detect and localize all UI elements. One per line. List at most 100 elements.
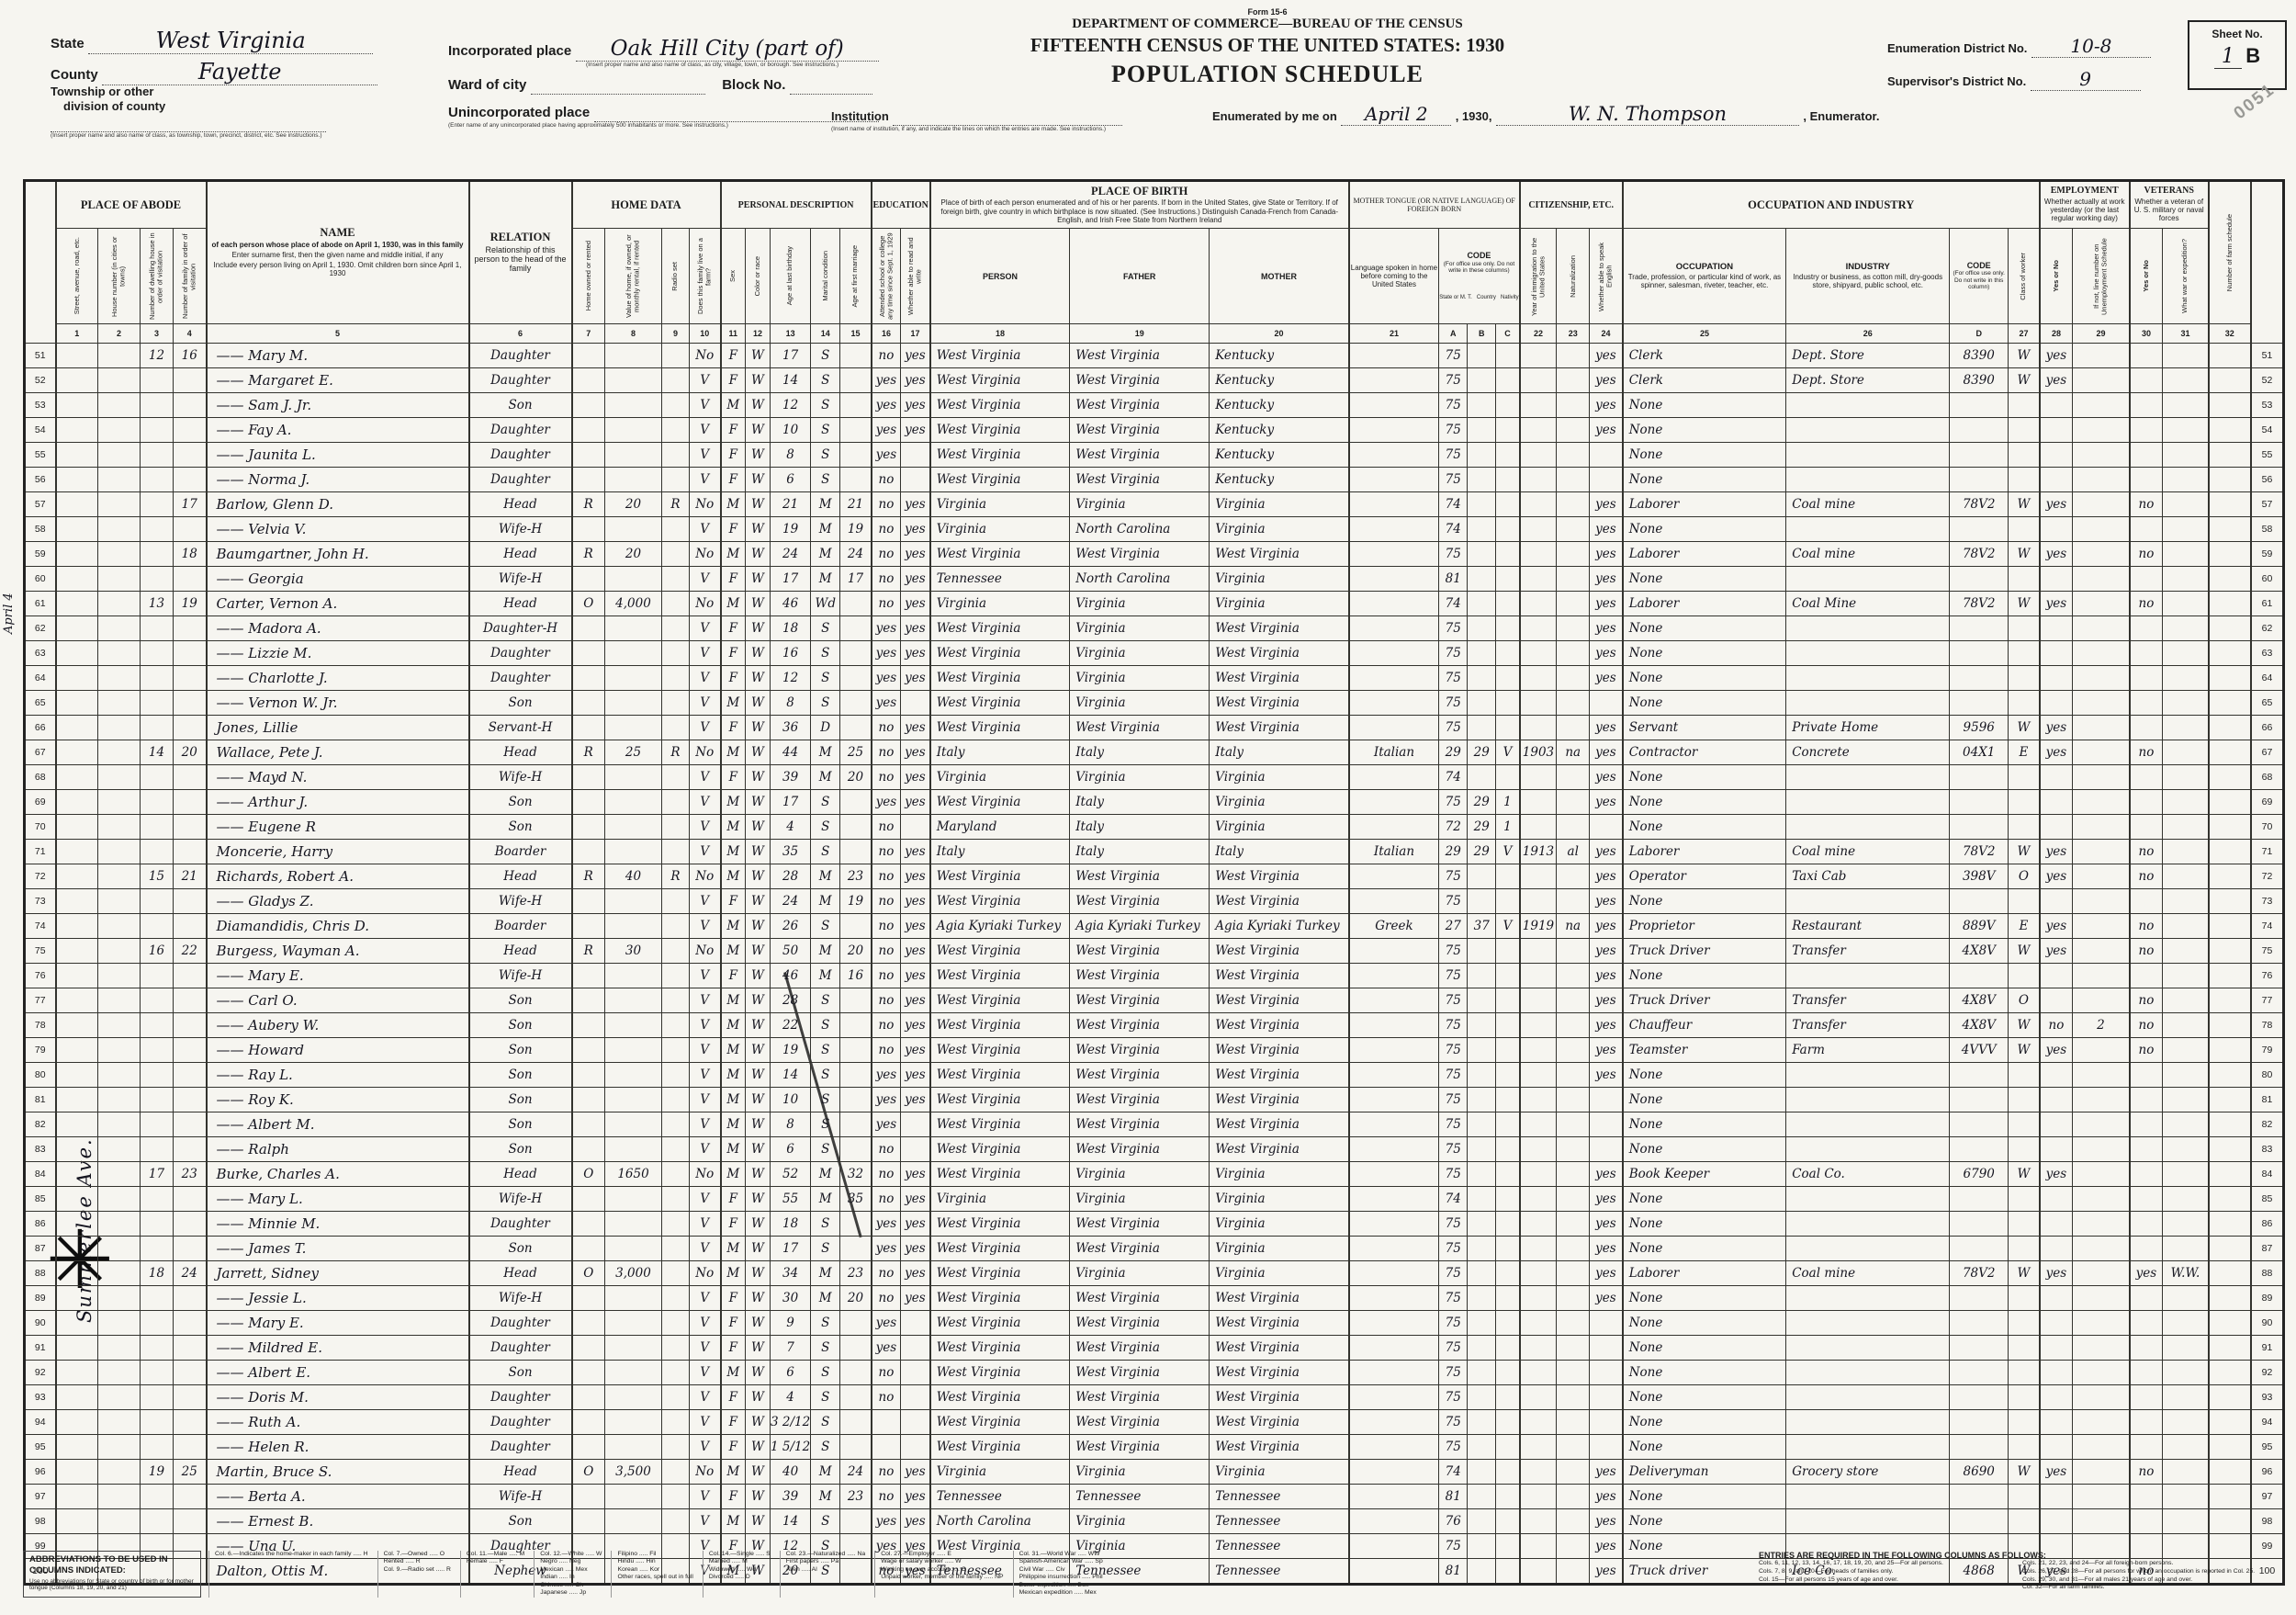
cell-lang <box>1348 1558 1440 1585</box>
cell-nat <box>1556 888 1591 914</box>
cell-sex: M <box>720 1508 746 1534</box>
cell-emp: yes <box>2039 343 2074 368</box>
cell-fam <box>173 764 208 790</box>
cell-bpp: West Virginia <box>929 938 1071 964</box>
cell-bpm: West Virginia <box>1209 1087 1350 1112</box>
cell-occ: Laborer <box>1622 591 1787 616</box>
cell-age: 14 <box>769 367 812 393</box>
cell-cb <box>1467 491 1497 517</box>
cell-fam: 21 <box>173 864 208 889</box>
cell-eng <box>1589 467 1624 492</box>
cell-vet <box>2129 888 2164 914</box>
cell-empl <box>2072 367 2131 393</box>
cell-cc <box>1495 1186 1521 1212</box>
cell-ln2: 64 <box>2250 665 2285 691</box>
cell-age: 17 <box>769 566 812 592</box>
cell-ln: 87 <box>24 1236 57 1261</box>
cell-sch: yes <box>871 1236 902 1261</box>
cell-war <box>2162 963 2210 988</box>
cell-sch <box>871 1409 902 1435</box>
cell-radio <box>661 640 690 666</box>
cell-eng: yes <box>1589 938 1624 964</box>
cell-bpm: West Virginia <box>1209 1136 1350 1162</box>
title-block: Form 15-6 DEPARTMENT OF COMMERCE—BUREAU … <box>946 7 1589 88</box>
cell-name: Richards, Robert A. <box>206 864 470 889</box>
cell-cb <box>1467 1236 1497 1261</box>
table-row: 97 —— Berta A. Wife-H V F W 39 M 23 no yes Tennesse… <box>24 1484 2285 1509</box>
cell-rw: yes <box>900 888 931 914</box>
cell-name: —— Ruth A. <box>206 1409 470 1435</box>
cell-bpm: West Virginia <box>1209 541 1350 567</box>
cell-rel: Wife-H <box>468 1285 573 1311</box>
cell-agem <box>839 665 872 691</box>
cell-cls <box>2008 616 2041 641</box>
cell-bpf: Italy <box>1069 789 1210 815</box>
cell-eng: yes <box>1589 1186 1624 1212</box>
cell-house <box>97 1409 141 1435</box>
cell-imm <box>1519 1112 1558 1137</box>
cell-empl <box>2072 1211 2131 1237</box>
cell-emp <box>2039 1236 2074 1261</box>
cell-cd: 78V2 <box>1949 839 2009 864</box>
cell-vet <box>2129 814 2164 840</box>
cell-own <box>571 1211 605 1237</box>
col-radio-set: Radio set <box>661 228 690 324</box>
cell-eng <box>1589 690 1624 716</box>
cell-ca: 75 <box>1438 690 1469 716</box>
cell-sex: M <box>720 1062 746 1088</box>
cell-own <box>571 417 605 443</box>
cell-bpm: Tennessee <box>1209 1484 1350 1509</box>
table-row: 73 —— Gladys Z. Wife-H V F W 24 M 19 no yes West Vi… <box>24 888 2285 914</box>
cell-bpm: Tennessee <box>1209 1508 1350 1534</box>
cell-cb <box>1467 1508 1497 1534</box>
cell-rw: yes <box>900 913 931 939</box>
cell-lang <box>1348 640 1440 666</box>
cell-val <box>604 1285 662 1311</box>
state-line: State West Virginia <box>51 28 374 54</box>
cell-radio <box>661 392 690 418</box>
cell-fs <box>2208 1360 2252 1385</box>
cell-bpm: West Virginia <box>1209 1384 1350 1410</box>
cell-cb <box>1467 392 1497 418</box>
cell-eng: yes <box>1589 343 1624 368</box>
cell-ln: 90 <box>24 1310 57 1336</box>
cell-radio <box>661 1384 690 1410</box>
cell-war <box>2162 1012 2210 1038</box>
cell-name: —— Gladys Z. <box>206 888 470 914</box>
cell-war <box>2162 715 2210 740</box>
institution-line: Institution (Insert name of institution,… <box>831 108 1123 132</box>
cell-cd: 889V <box>1949 913 2009 939</box>
cell-cls: E <box>2008 913 2041 939</box>
cell-imm <box>1519 367 1558 393</box>
cell-agem: 19 <box>839 888 872 914</box>
cell-imm <box>1519 1136 1558 1162</box>
cell-mar: M <box>810 491 841 517</box>
column-number-18: 18 <box>929 323 1071 344</box>
cell-ln2: 98 <box>2250 1508 2285 1534</box>
cell-race: W <box>745 665 771 691</box>
cell-eng: yes <box>1589 1161 1624 1187</box>
cell-fs <box>2208 1136 2252 1162</box>
cell-cd <box>1949 616 2009 641</box>
cell-ca: 75 <box>1438 789 1469 815</box>
cell-sex: M <box>720 1087 746 1112</box>
cell-cb <box>1467 1285 1497 1311</box>
cell-age: 9 <box>769 1310 812 1336</box>
cell-bpp: Virginia <box>929 491 1071 517</box>
cell-cc: V <box>1495 839 1521 864</box>
cell-rw: yes <box>900 764 931 790</box>
column-number-31: 31 <box>2162 323 2210 344</box>
cell-rw: yes <box>900 1260 931 1286</box>
cell-cls <box>2008 1434 2041 1460</box>
cell-radio <box>661 1484 690 1509</box>
cell-war <box>2162 1285 2210 1311</box>
cell-own: R <box>571 864 605 889</box>
cell-bpp: West Virginia <box>929 715 1071 740</box>
cell-sex: M <box>720 541 746 567</box>
cell-cb <box>1467 1384 1497 1410</box>
cell-dw <box>140 566 174 592</box>
cell-war <box>2162 690 2210 716</box>
cell-house <box>97 392 141 418</box>
cell-cc <box>1495 1260 1521 1286</box>
cell-cb <box>1467 1434 1497 1460</box>
